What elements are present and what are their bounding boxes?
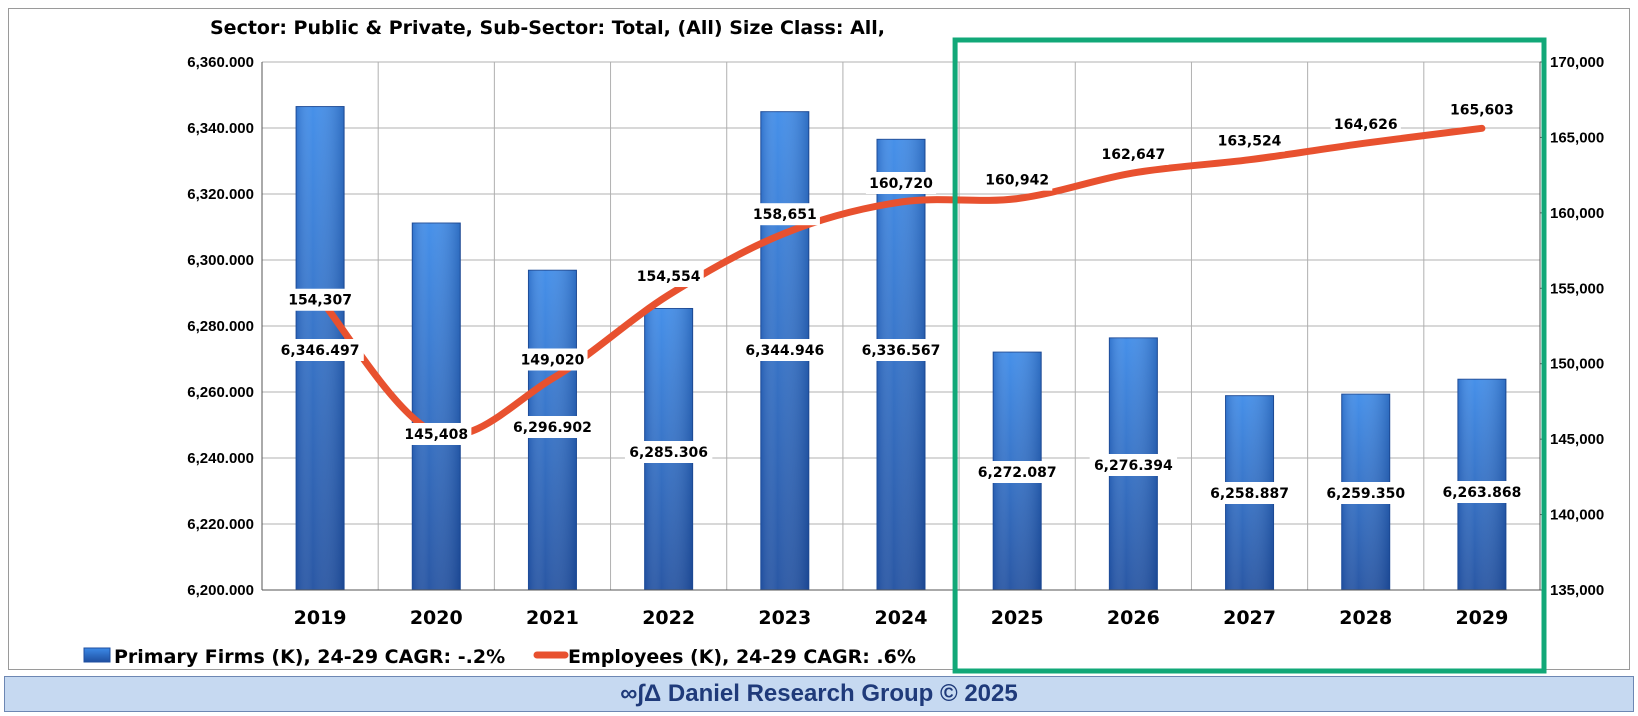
- bar-value-label-bg: [973, 461, 1061, 483]
- bar-value-label: 6,285.306: [629, 445, 708, 461]
- line-value-label: 154,554: [637, 269, 701, 285]
- bar-shading: [877, 139, 925, 590]
- legend: Primary Firms (K), 24-29 CAGR: -.2% Empl…: [83, 646, 916, 668]
- line-value-label: 154,307: [288, 293, 352, 309]
- employees-line: [316, 124, 1486, 439]
- x-tick-label: 2029: [1455, 607, 1508, 629]
- line-value-label-bg: [401, 422, 472, 445]
- line-value-label-bg: [284, 288, 356, 311]
- line-value-label: 163,524: [1218, 134, 1282, 150]
- x-tick-label: 2024: [875, 607, 928, 629]
- line-value-label: 164,626: [1334, 117, 1398, 133]
- bar-value-label: 6,344.946: [745, 343, 824, 359]
- y-right-tick-label: 150,000: [1550, 356, 1604, 373]
- y-right-tick-label: 155,000: [1550, 280, 1604, 297]
- line-value-label-bg: [517, 348, 588, 371]
- y-left-tick-label: 6,340.000: [187, 120, 254, 137]
- y-right-tick-label: 165,000: [1550, 129, 1604, 146]
- bar-shading: [412, 223, 461, 591]
- bar-value-label-bg: [624, 441, 713, 463]
- y-right-tick-label: 145,000: [1550, 431, 1604, 448]
- bar-value-label: 6,272.087: [978, 465, 1057, 481]
- bar-value-label: 6,258.887: [1210, 486, 1289, 502]
- x-tick-label: 2020: [410, 607, 463, 629]
- bar-value-label-bg: [1089, 454, 1178, 476]
- y-left-tick-label: 6,220.000: [187, 516, 254, 533]
- chart-frame: [8, 8, 1630, 670]
- x-tick-label: 2022: [642, 607, 695, 629]
- axes: 6,200.000 6,220.000 6,240.000 6,260.000 6,28…: [187, 54, 1604, 629]
- line-value-label-bg: [1446, 98, 1518, 121]
- footer-credit: ∞∫Δ Daniel Research Group © 2025: [620, 680, 1018, 707]
- y-left-tick-label: 6,320.000: [187, 186, 254, 203]
- line-value-label-bg: [982, 168, 1053, 191]
- y-left-tick-label: 6,300.000: [187, 252, 254, 269]
- line-value-label-bg: [1214, 129, 1285, 152]
- bar-value-label-bg: [276, 339, 364, 361]
- data-labels: 6,346.497 6,296.902 6,285.306 6,344.946 6,33…: [276, 98, 1526, 504]
- line-value-label-bg: [749, 203, 820, 226]
- y-left-tick-label: 6,260.000: [187, 384, 254, 401]
- x-tick-label: 2019: [294, 607, 347, 629]
- x-tick-label: 2026: [1107, 607, 1160, 629]
- x-tick-label: 2021: [526, 607, 579, 629]
- bar-value-label: 6,296.902: [513, 420, 592, 436]
- x-tick-label: 2027: [1223, 607, 1276, 629]
- x-tick-label: 2025: [991, 607, 1044, 629]
- line-value-label-bg: [633, 265, 704, 288]
- line-value-label-bg: [1330, 113, 1401, 136]
- bar-value-label-bg: [1205, 482, 1294, 504]
- bar-value-label-bg: [1438, 481, 1526, 503]
- bar-value-label: 6,276.394: [1094, 458, 1173, 474]
- x-tick-label: 2023: [758, 607, 811, 629]
- legend-line-label: Employees (K), 24-29 CAGR: .6%: [568, 646, 916, 668]
- bar-value-label-bg: [1322, 482, 1410, 504]
- y-left-tick-label: 6,360.000: [187, 54, 254, 71]
- bar-value-label-bg: [857, 339, 945, 361]
- line-value-label: 149,020: [521, 352, 585, 368]
- line-value-label: 158,651: [753, 207, 817, 223]
- bar-value-label: 6,346.497: [281, 343, 360, 359]
- x-tick-label: 2028: [1339, 607, 1392, 629]
- bar-value-label: 6,259.350: [1326, 486, 1405, 502]
- chart-title: Sector: Public & Private, Sub-Sector: To…: [210, 17, 885, 39]
- y-left-tick-label: 6,240.000: [187, 450, 254, 467]
- y-right-tick-label: 160,000: [1550, 205, 1604, 222]
- bar-value-label: 6,263.868: [1442, 485, 1521, 501]
- line-series: [316, 124, 1486, 439]
- line-value-label: 145,408: [404, 427, 468, 443]
- y-right-tick-label: 170,000: [1550, 54, 1604, 71]
- y-left-tick-label: 6,280.000: [187, 318, 254, 335]
- footer-bar: ∞∫Δ Daniel Research Group © 2025: [4, 676, 1634, 712]
- line-value-label: 160,720: [869, 176, 933, 192]
- legend-bar-swatch: [83, 647, 111, 663]
- y-right-tick-label: 135,000: [1550, 582, 1604, 599]
- chart-canvas: Sector: Public & Private, Sub-Sector: To…: [83, 17, 1604, 674]
- bar-value-label-bg: [508, 416, 597, 438]
- line-value-label-bg: [865, 171, 937, 194]
- bar-value-label-bg: [741, 339, 829, 361]
- line-value-label: 160,942: [985, 173, 1049, 189]
- y-right-tick-label: 140,000: [1550, 507, 1604, 524]
- line-value-label: 162,647: [1101, 147, 1165, 163]
- bar-value-label: 6,336.567: [862, 343, 941, 359]
- forecast-highlight-box: [952, 37, 1547, 674]
- y-left-tick-label: 6,200.000: [187, 582, 254, 599]
- legend-bar-label: Primary Firms (K), 24-29 CAGR: -.2%: [114, 646, 505, 668]
- line-value-label: 165,603: [1450, 102, 1514, 118]
- line-value-label-bg: [1098, 142, 1169, 165]
